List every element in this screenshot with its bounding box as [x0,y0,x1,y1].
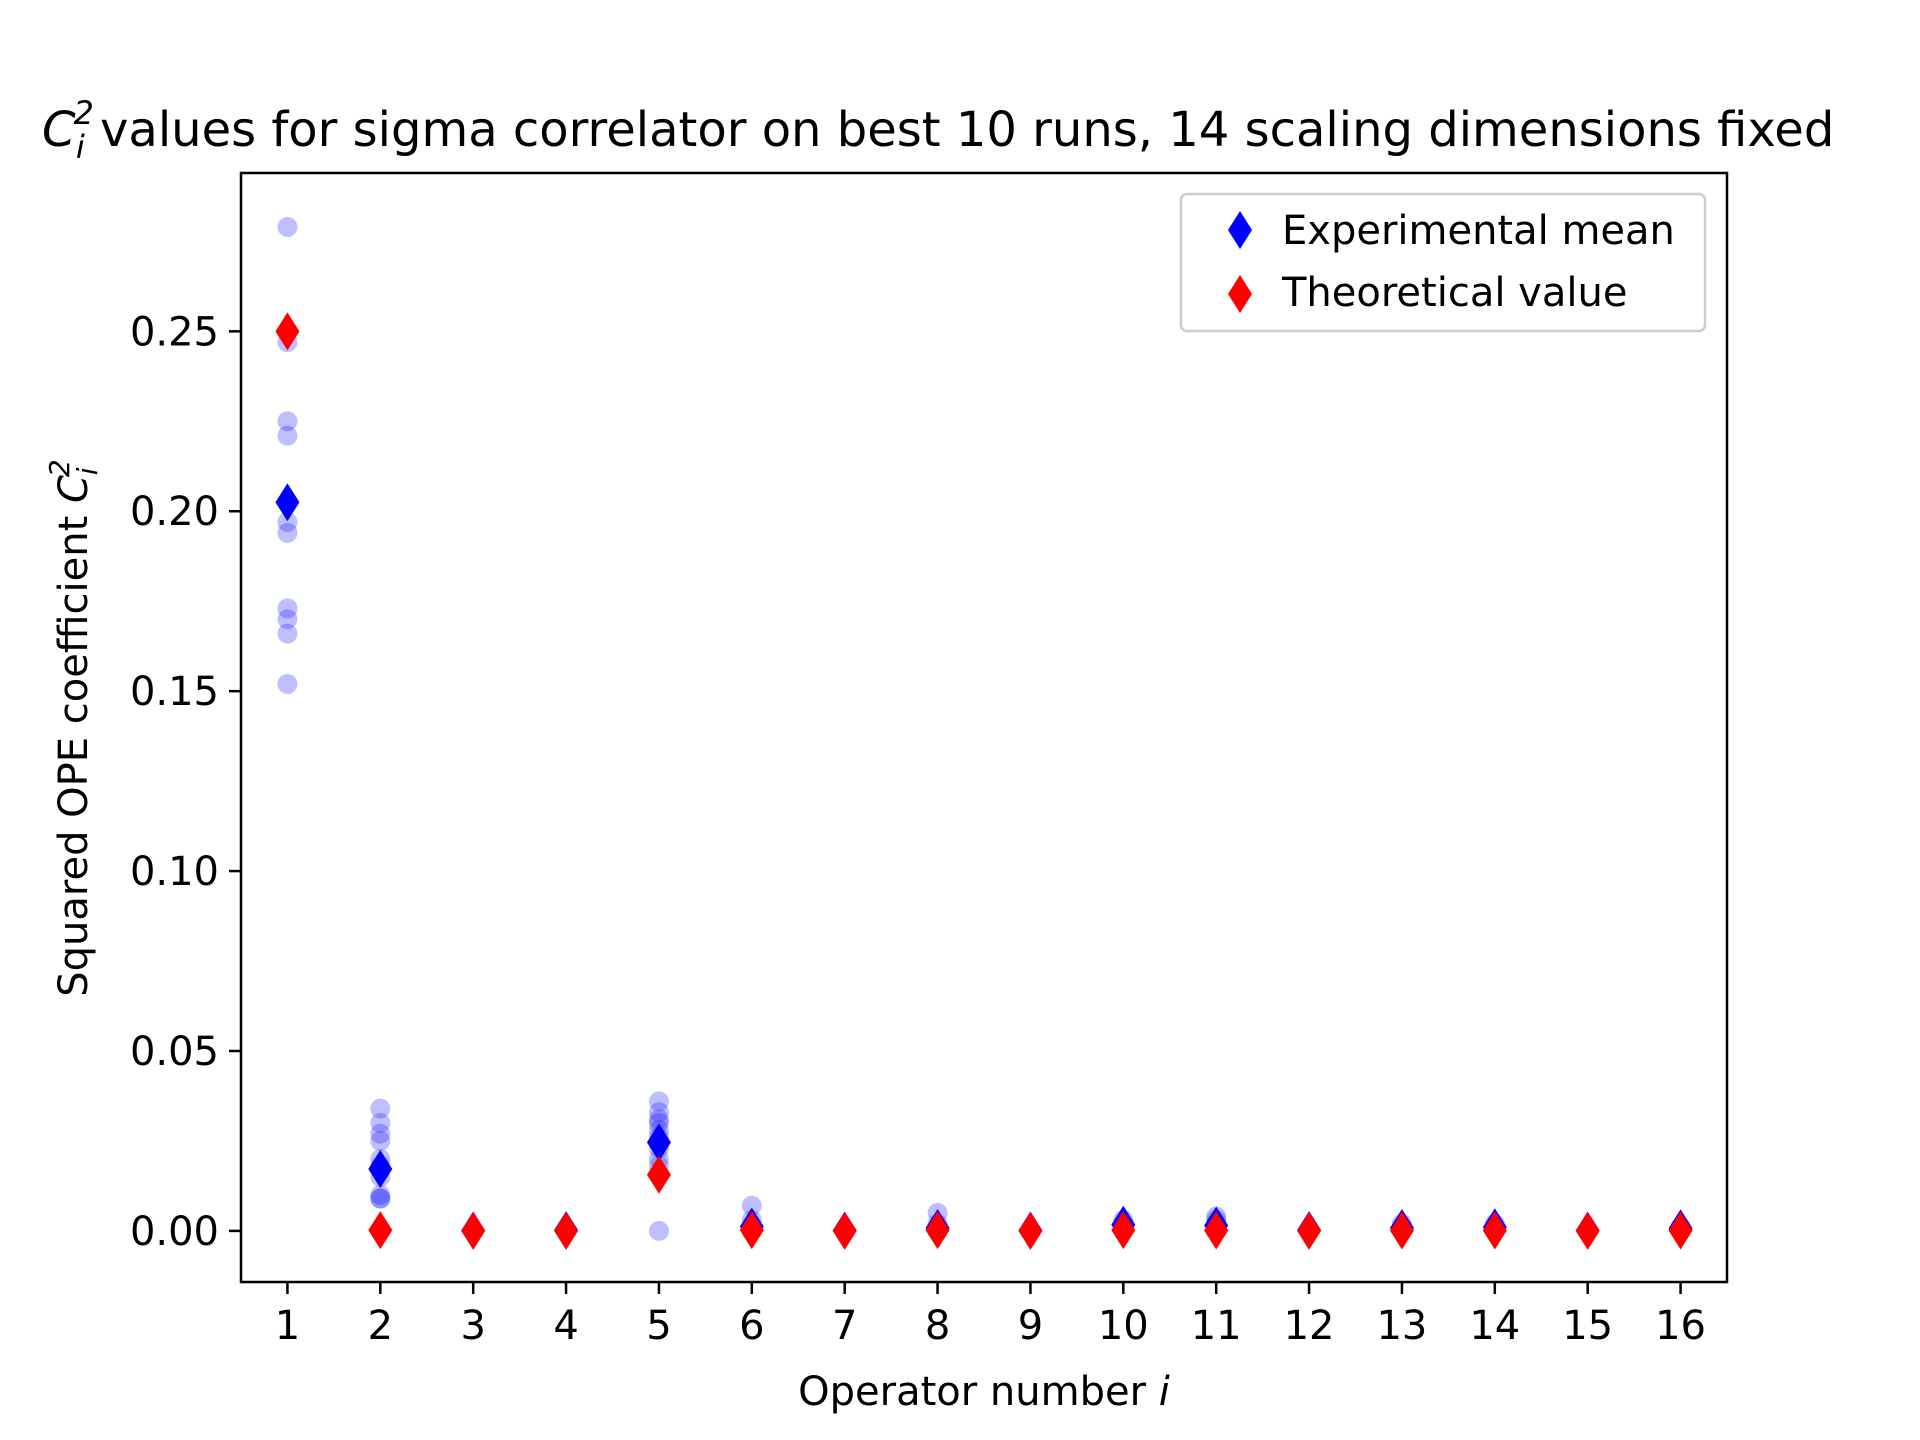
run-point [277,609,298,630]
x-tick-label: 13 [1376,1303,1427,1349]
run-point [648,1112,669,1133]
theoretical-value-point [1668,1211,1693,1250]
run-point [277,673,298,694]
legend-theory-marker [1228,275,1252,313]
run-point [370,1188,391,1209]
y-tick-label: 0.15 [130,669,219,715]
run-point [648,1091,669,1112]
run-point [741,1195,762,1216]
y-tick-label: 0.10 [130,849,219,895]
y-tick-label: 0.20 [130,489,219,535]
y-tick-label: 0.25 [130,309,219,355]
run-point [648,1220,669,1241]
theoretical-value-point [739,1211,764,1250]
run-point [370,1188,391,1209]
x-tick-label: 16 [1655,1303,1706,1349]
x-tick-label: 14 [1469,1303,1520,1349]
run-point [277,425,298,446]
x-tick-label: 8 [925,1303,950,1349]
legend-theory-label: Theoretical value [1281,270,1627,316]
theoretical-value-point [368,1211,393,1250]
run-point [277,216,298,237]
x-tick-label: 4 [553,1303,578,1349]
x-tick-label: 1 [275,1303,300,1349]
theoretical-value-point [925,1211,950,1250]
plot-area [239,171,1729,1284]
run-points [277,216,1691,1241]
theoretical-value-point [1204,1211,1229,1250]
run-point [277,512,298,533]
theoretical-value-point [1297,1211,1322,1250]
run-point [277,522,298,543]
y-tick-label: 0.05 [130,1029,219,1075]
run-point [370,1098,391,1119]
x-tick-label: 10 [1098,1303,1149,1349]
run-point [648,1109,669,1130]
run-point [370,1123,391,1144]
x-tick-label: 12 [1284,1303,1335,1349]
theoretical-value-point [275,312,300,351]
chart-title: C2 i values for sigma correlator on best … [42,94,1834,166]
y-tick-label: 0.00 [130,1209,219,1255]
experimental-mean-point [368,1150,393,1189]
legend-mean-marker [1228,211,1252,249]
x-axis: 1 2 3 4 5 6 7 8 9 10 11 12 13 14 15 16 [275,1282,1706,1349]
x-tick-label: 3 [460,1303,485,1349]
run-point [648,1102,669,1123]
theoretical-value-point [832,1211,857,1250]
theoretical-value-point [554,1211,579,1250]
legend: Experimental mean Theoretical value [1179,192,1707,333]
theoretical-value-point [1018,1211,1043,1250]
y-axis-label: Squared OPE coefficient C2i [43,459,104,997]
experimental-mean-point [646,1123,671,1162]
theoretical-value-point [646,1155,671,1194]
x-tick-label: 6 [739,1303,764,1349]
experimental-mean-point [275,483,300,522]
run-point [370,1184,391,1205]
run-point [277,623,298,644]
run-point [277,598,298,619]
theoretical-value-point [1389,1211,1414,1250]
experimental-mean-series [275,483,1693,1250]
y-axis: 0.00 0.05 0.10 0.15 0.20 0.25 [130,309,241,1255]
theoretical-value-point [1482,1211,1507,1250]
x-tick-label: 15 [1562,1303,1613,1349]
x-tick-label: 9 [1018,1303,1043,1349]
x-tick-label: 11 [1191,1303,1242,1349]
x-tick-label: 2 [368,1303,393,1349]
run-point [277,411,298,432]
x-tick-label: 5 [646,1303,671,1349]
x-tick-label: 7 [832,1303,857,1349]
x-axis-label: Operator number i [798,1369,1170,1415]
theoretical-value-series [275,312,1693,1250]
theoretical-value-point [1111,1211,1136,1250]
run-point [370,1112,391,1133]
theoretical-value-point [461,1211,486,1250]
legend-mean-label: Experimental mean [1282,208,1675,254]
run-point [370,1130,391,1151]
theoretical-value-point [1575,1211,1600,1250]
legend-box [1179,192,1707,333]
